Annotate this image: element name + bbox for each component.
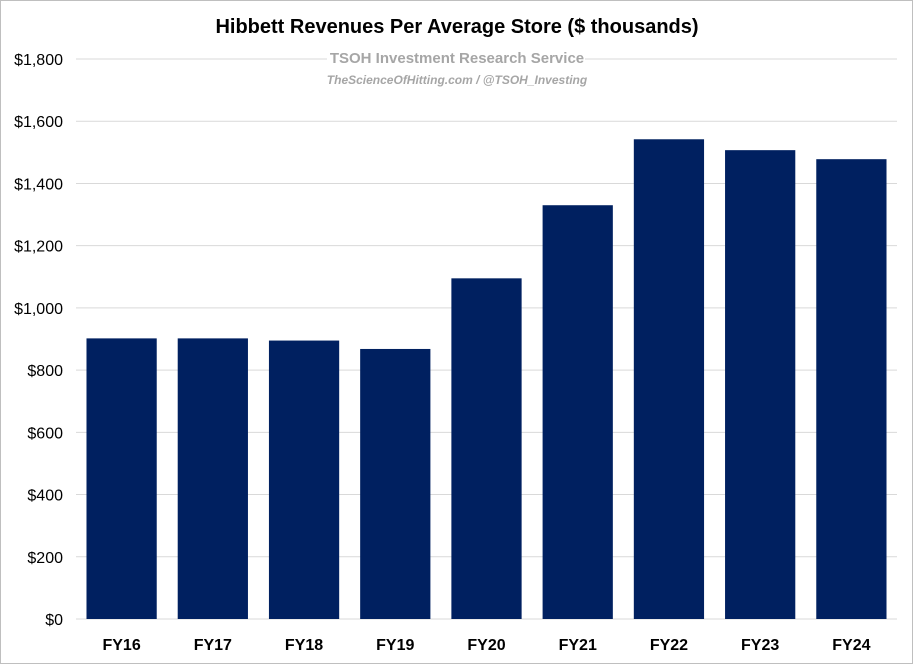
bar-fy23 [725, 150, 796, 619]
y-tick-label: $1,200 [14, 239, 63, 256]
x-tick-label: FY23 [741, 637, 779, 654]
x-tick-label: FY17 [194, 637, 232, 654]
bar-fy20 [451, 278, 522, 619]
x-tick-label: FY16 [102, 637, 140, 654]
watermark-backdrop [327, 48, 585, 68]
y-tick-label: $1,000 [14, 301, 63, 318]
x-tick-label: FY22 [650, 637, 688, 654]
watermark: TSOH Investment Research Service TheScie… [327, 48, 588, 87]
x-axis-ticks: FY16 FY17 FY18 FY19 FY20 FY21 FY22 FY23 FY24 [102, 637, 870, 654]
y-tick-label: $0 [45, 612, 63, 629]
x-tick-label: FY20 [467, 637, 505, 654]
y-axis-ticks: $0 $200 $400 $600 $800 $1,000 $1,200 $1,400 $1,6… [14, 52, 63, 629]
bar-fy17 [177, 338, 248, 619]
bars [86, 139, 887, 619]
bar-fy21 [542, 205, 613, 619]
bar-fy16 [86, 338, 157, 619]
x-tick-label: FY21 [559, 637, 597, 654]
y-tick-label: $600 [27, 425, 63, 442]
bar-fy24 [816, 159, 887, 619]
y-tick-label: $1,600 [14, 114, 63, 131]
x-tick-label: FY18 [285, 637, 323, 654]
y-tick-label: $400 [27, 488, 63, 505]
x-tick-label: FY19 [376, 637, 414, 654]
bar-fy19 [360, 348, 431, 619]
y-tick-label: $200 [27, 550, 63, 567]
bar-fy22 [633, 139, 705, 619]
y-tick-label: $1,800 [14, 52, 63, 69]
y-tick-label: $1,400 [14, 176, 63, 193]
x-tick-label: FY24 [832, 637, 870, 654]
watermark-line1: TSOH Investment Research Service [330, 50, 584, 67]
y-tick-label: $800 [27, 363, 63, 380]
bar-fy18 [268, 340, 340, 619]
watermark-line2: TheScienceOfHitting.com / @TSOH_Investin… [327, 73, 588, 87]
chart-title: Hibbett Revenues Per Average Store ($ th… [215, 16, 698, 38]
